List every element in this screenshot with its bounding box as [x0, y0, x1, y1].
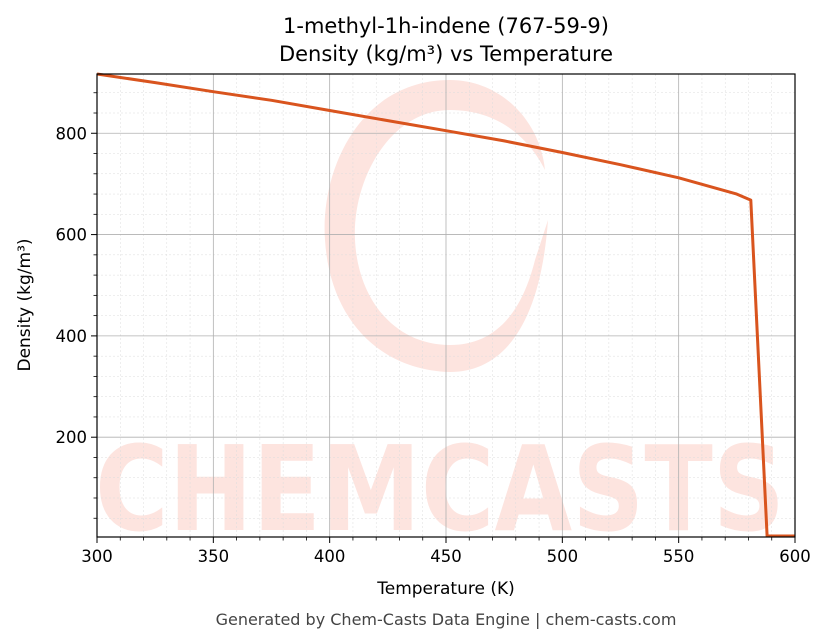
x-tick-label: 600 [779, 547, 811, 566]
chart-title: 1-methyl-1h-indene (767-59-9) [283, 14, 609, 38]
x-tick-label: 550 [663, 547, 695, 566]
y-tick-label: 600 [56, 226, 88, 245]
watermark-text: CHEMCASTS [95, 420, 785, 558]
density-series-line [96, 72, 795, 538]
y-tick-label: 400 [56, 327, 88, 346]
x-tick-label: 300 [81, 547, 113, 566]
axis-ticks: 300 350 400 450 500 550 600 200 400 600 800 [56, 92, 811, 566]
y-axis-label: Density (kg/m³) [15, 238, 35, 371]
x-tick-label: 400 [314, 547, 346, 566]
chemcasts-watermark: CHEMCASTS [95, 80, 785, 558]
x-tick-label: 500 [547, 547, 579, 566]
footer-credit: Generated by Chem-Casts Data Engine | ch… [216, 610, 677, 629]
x-tick-label: 450 [430, 547, 462, 566]
chart-subtitle: Density (kg/m³) vs Temperature [279, 42, 613, 66]
y-tick-label: 800 [56, 124, 88, 143]
x-axis-label: Temperature (K) [376, 579, 515, 599]
y-tick-label: 200 [56, 428, 88, 447]
x-tick-label: 350 [198, 547, 230, 566]
